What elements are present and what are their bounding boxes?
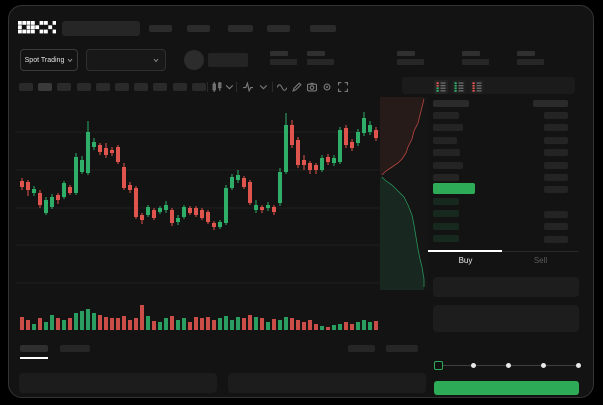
interval-button[interactable] [153,83,168,91]
chevron-down-icon [67,58,73,62]
bid-row-price[interactable] [433,210,459,218]
indicator-icon[interactable] [243,82,253,92]
ask-row-price[interactable] [433,149,460,157]
bid-row-price[interactable] [433,222,459,230]
buy-submit-button[interactable] [434,381,579,395]
camera-icon[interactable] [307,82,317,92]
chevron-down-icon[interactable] [225,82,235,92]
pencil-icon[interactable] [292,82,302,92]
nav-item[interactable] [267,25,290,32]
bottom-panel [19,373,217,393]
bottom-panel [228,373,426,393]
ask-row-amount[interactable] [544,124,568,132]
coin-avatar [184,50,204,70]
stat-value [307,59,334,65]
book-asks-icon[interactable] [470,80,484,94]
ask-row-amount[interactable] [544,174,568,181]
nav-item[interactable] [310,25,336,32]
market-selector-dropdown[interactable]: Spot Trading [20,49,78,71]
nav-item[interactable] [149,25,172,32]
ask-row-amount[interactable] [544,186,568,194]
bottom-action[interactable] [348,345,375,352]
interval-button[interactable] [95,83,110,91]
chevron-down-icon[interactable] [259,82,269,92]
interval-button[interactable] [57,83,72,91]
gear-icon[interactable] [322,82,332,92]
slider-stop[interactable] [471,363,476,368]
interval-button[interactable] [19,83,33,91]
bottom-tab[interactable] [60,345,90,352]
toolbar-divider [236,82,237,92]
bottom-action[interactable] [386,345,418,352]
ask-row-price[interactable] [433,124,463,132]
stat-label [307,51,325,56]
toolbar-divider [207,82,208,92]
ask-row-amount[interactable] [544,149,568,157]
bottom-tab[interactable] [20,345,48,352]
okx-logo [18,21,56,34]
pair-selector-dropdown[interactable] [86,49,166,71]
stat-value [517,59,544,65]
stat-label [270,51,288,56]
toolbar-divider [272,82,273,92]
ask-row-price[interactable] [433,136,457,144]
candle-type-icon[interactable] [212,82,222,92]
slider-stop[interactable] [576,363,581,368]
search-input[interactable] [62,21,140,36]
tab-divider [428,251,578,252]
ask-row-amount[interactable] [544,136,568,144]
active-tab-underline [428,250,502,252]
bottom-tab-underline [20,357,48,359]
pair-title-placeholder [208,53,248,67]
book-both-icon[interactable] [434,80,448,94]
last-price-badge [433,183,475,194]
nav-item[interactable] [228,25,253,32]
tab-buy[interactable]: Buy [458,256,473,265]
slider-handle[interactable] [434,361,443,370]
interval-button[interactable] [134,83,149,91]
tab-sell[interactable]: Sell [533,256,548,265]
stat-value [270,59,297,65]
stat-label [517,51,535,56]
slider-stop[interactable] [541,363,546,368]
ask-row-price[interactable] [433,161,463,169]
ask-row-amount[interactable] [544,112,568,119]
interval-button[interactable] [115,83,129,91]
candlestick-chart[interactable] [15,97,380,340]
amount-input[interactable] [433,305,579,332]
bid-row-price[interactable] [433,198,459,205]
stat-label [397,51,415,56]
book-bids-icon[interactable] [452,80,466,94]
stat-value [462,59,489,65]
fullscreen-icon[interactable] [338,82,348,92]
nav-item[interactable] [187,25,210,32]
bid-row-amount[interactable] [544,211,568,218]
interval-button[interactable] [191,83,206,91]
stat-label [462,51,480,56]
slider-stop[interactable] [506,363,511,368]
ask-row-price[interactable] [433,174,459,181]
interval-button[interactable] [38,83,53,91]
ask-row-price[interactable] [433,112,459,119]
interval-button[interactable] [172,83,187,91]
orderbook-header-strip [402,77,575,94]
interval-button[interactable] [76,83,91,91]
orderbook-header-left [433,100,469,107]
chevron-down-icon [153,58,159,63]
bid-row-amount[interactable] [544,223,568,231]
depth-chart [380,97,428,290]
bid-row-amount[interactable] [544,235,568,243]
ask-row-amount[interactable] [544,161,568,169]
wave-icon[interactable] [277,82,287,92]
stat-value [397,59,424,65]
price-input[interactable] [433,277,579,297]
market-selector-label: Spot Trading [24,56,65,64]
orderbook-header-right [533,100,568,107]
bid-row-price[interactable] [433,235,459,243]
